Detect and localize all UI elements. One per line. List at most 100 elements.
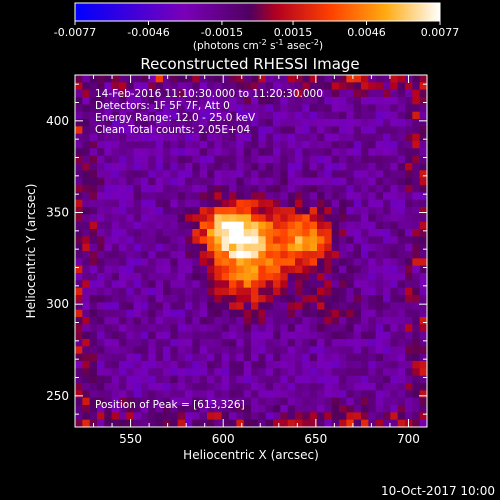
heatmap-cell: [126, 163, 135, 171]
heatmap-cell: [353, 397, 362, 406]
heatmap-cell: [126, 324, 135, 333]
heatmap-cell: [383, 295, 391, 303]
heatmap-cell: [82, 111, 91, 120]
heatmap-cell: [317, 324, 325, 333]
heatmap-cell: [280, 361, 289, 369]
heatmap-cell: [295, 258, 303, 267]
heatmap-cell: [243, 141, 252, 149]
heatmap-cell: [346, 397, 355, 406]
heatmap-cell: [148, 133, 157, 142]
heatmap-cell: [419, 185, 428, 193]
heatmap-cell: [309, 163, 318, 171]
heatmap-cell: [361, 119, 369, 127]
heatmap-cell: [287, 236, 296, 245]
heatmap-cell: [346, 324, 355, 333]
heatmap-cell: [361, 419, 369, 428]
heatmap-cell: [170, 331, 179, 340]
heatmap-cell: [170, 126, 179, 135]
heatmap-cell: [111, 251, 120, 259]
heatmap-cell: [221, 280, 230, 289]
heatmap-cell: [221, 324, 230, 333]
heatmap-cell: [346, 170, 355, 179]
heatmap-cell: [346, 412, 355, 421]
heatmap-cell: [207, 104, 215, 113]
heatmap-cell: [126, 390, 135, 399]
heatmap-cell: [89, 390, 98, 399]
heatmap-cell: [119, 243, 127, 252]
heatmap-cell: [82, 126, 91, 135]
heatmap-cell: [148, 82, 157, 91]
heatmap-cell: [104, 170, 113, 179]
heatmap-cell: [221, 192, 230, 201]
heatmap-cell: [82, 295, 91, 303]
heatmap-cell: [302, 229, 311, 237]
heatmap-cell: [236, 368, 245, 377]
heatmap-cell: [199, 309, 208, 318]
heatmap-cell: [309, 89, 318, 98]
heatmap-cell: [412, 82, 421, 91]
heatmap-cell: [119, 361, 127, 369]
heatmap-cell: [133, 258, 142, 267]
heatmap-cell: [236, 207, 245, 215]
heatmap-cell: [405, 133, 413, 142]
heatmap-cell: [397, 368, 406, 377]
heatmap-cell: [339, 111, 347, 120]
heatmap-cell: [75, 221, 83, 230]
heatmap-cell: [251, 339, 259, 347]
heatmap-cell: [163, 82, 171, 91]
heatmap-cell: [177, 148, 186, 157]
heatmap-cell: [339, 383, 347, 391]
heatmap-cell: [405, 361, 413, 369]
heatmap-cell: [412, 199, 421, 208]
heatmap-cell: [251, 104, 259, 113]
heatmap-cell: [295, 346, 303, 355]
heatmap-cell: [397, 89, 406, 98]
heatmap-cell: [280, 148, 289, 157]
heatmap-cell: [324, 214, 333, 223]
heatmap-cell: [214, 353, 223, 362]
heatmap-cell: [214, 133, 223, 142]
heatmap-cell: [185, 280, 193, 289]
heatmap-cell: [75, 324, 83, 333]
heatmap-cell: [265, 295, 274, 303]
heatmap-cell: [207, 199, 215, 208]
annotation-line: Energy Range: 12.0 - 25.0 keV: [95, 112, 256, 124]
heatmap-cell: [89, 163, 98, 171]
heatmap-cell: [273, 273, 281, 281]
heatmap-cell: [89, 339, 98, 347]
heatmap-cell: [273, 199, 281, 208]
heatmap-cell: [331, 75, 340, 83]
heatmap-cell: [368, 75, 377, 83]
heatmap-cell: [361, 89, 369, 98]
heatmap-cell: [214, 243, 223, 252]
heatmap-cell: [251, 419, 259, 428]
heatmap-cell: [331, 397, 340, 406]
heatmap-cell: [383, 97, 391, 105]
heatmap-cell: [251, 199, 259, 208]
heatmap-cell: [251, 353, 259, 362]
heatmap-cell: [104, 141, 113, 149]
heatmap-cell: [280, 89, 289, 98]
heatmap-cell: [243, 104, 252, 113]
heatmap-cell: [170, 170, 179, 179]
heatmap-cell: [412, 75, 421, 83]
heatmap-cell: [104, 317, 113, 325]
heatmap-cell: [324, 126, 333, 135]
heatmap-cell: [148, 383, 157, 391]
heatmap-cell: [207, 214, 215, 223]
heatmap-cell: [177, 317, 186, 325]
heatmap-cell: [185, 75, 193, 83]
heatmap-cell: [75, 236, 83, 245]
heatmap-cell: [207, 419, 215, 428]
heatmap-cell: [302, 155, 311, 164]
heatmap-cell: [155, 75, 164, 83]
heatmap-cell: [119, 148, 127, 157]
heatmap-cell: [229, 163, 237, 171]
heatmap-cell: [148, 177, 157, 186]
heatmap-cell: [148, 353, 157, 362]
heatmap-cell: [324, 258, 333, 267]
heatmap-cell: [273, 324, 281, 333]
heatmap-cell: [155, 397, 164, 406]
heatmap-cell: [302, 295, 311, 303]
heatmap-cell: [214, 309, 223, 318]
